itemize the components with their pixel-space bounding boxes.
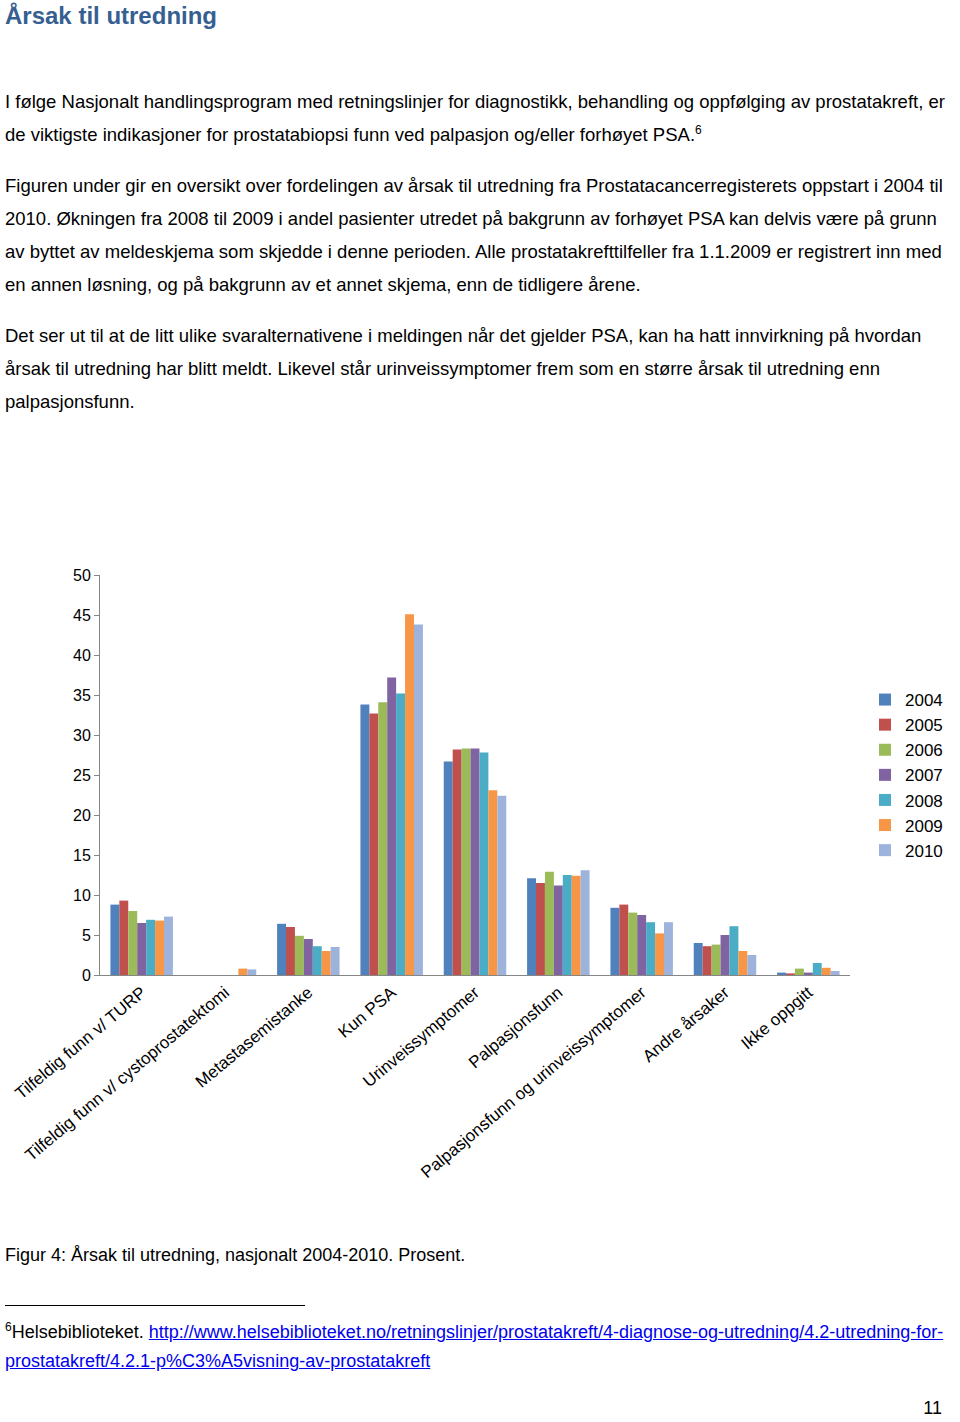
svg-text:45: 45: [73, 607, 91, 624]
svg-text:40: 40: [73, 647, 91, 664]
svg-text:Palpasjonsfunn: Palpasjonsfunn: [465, 983, 566, 1072]
svg-text:Kun PSA: Kun PSA: [335, 983, 401, 1042]
svg-text:2004: 2004: [905, 691, 943, 710]
svg-text:35: 35: [73, 687, 91, 704]
html-text:I følge Nasjonalt handlingspro: I følge Nasjonalt handlingsprogram med r…: [5, 91, 945, 145]
html-text:Figuren under gir en oversikt: Figuren under gir en oversikt over forde…: [5, 175, 943, 295]
svg-text:Andre årsaker: Andre årsaker: [639, 983, 733, 1066]
svg-text:15: 15: [73, 847, 91, 864]
svg-text:0: 0: [82, 967, 91, 984]
svg-text:10: 10: [73, 887, 91, 904]
html-text:Figur 4: Årsak til utredning,: Figur 4: Årsak til utredning, nasjonalt …: [5, 1245, 466, 1265]
svg-text:50: 50: [73, 567, 91, 584]
html-text:6Helsebiblioteket. http://www.: 6Helsebiblioteket. http://www.helsebibli…: [5, 1320, 944, 1371]
svg-text:Metastasemistanke: Metastasemistanke: [192, 983, 316, 1092]
html-text:11: 11: [923, 1398, 942, 1418]
svg-text:20: 20: [73, 807, 91, 824]
svg-text:2007: 2007: [905, 766, 943, 785]
svg-text:2009: 2009: [905, 817, 943, 836]
svg-text:2010: 2010: [905, 842, 943, 861]
svg-text:2005: 2005: [905, 716, 943, 735]
svg-text:2008: 2008: [905, 792, 943, 811]
svg-text:Palpasjonsfunn og urinveissymp: Palpasjonsfunn og urinveissymptomer: [417, 983, 650, 1182]
svg-text:Tilfeldig funn v/ cystoprostat: Tilfeldig funn v/ cystoprostatektomi: [22, 983, 234, 1165]
svg-text:Ikke oppgitt: Ikke oppgitt: [738, 983, 817, 1054]
svg-text:Tilfeldig funn v/ TURP: Tilfeldig funn v/ TURP: [12, 983, 150, 1103]
html-text:Årsak til utredning: Årsak til utredning: [5, 2, 217, 29]
html-text:Det ser ut til at de litt ulik: Det ser ut til at de litt ulike svaralte…: [5, 325, 922, 412]
svg-text:30: 30: [73, 727, 91, 744]
svg-text:25: 25: [73, 767, 91, 784]
svg-text:Urinveissymptomer: Urinveissymptomer: [359, 983, 483, 1091]
svg-text:2006: 2006: [905, 741, 943, 760]
svg-text:5: 5: [82, 927, 91, 944]
